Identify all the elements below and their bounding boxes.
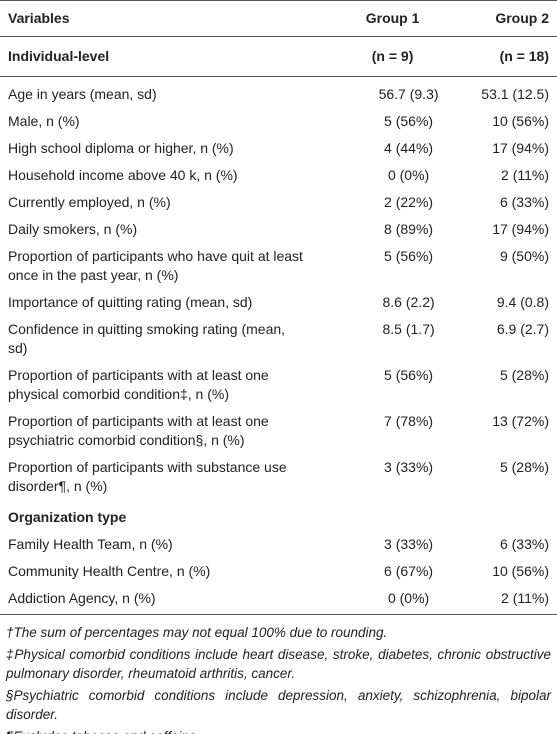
data-row: Daily smokers, n (%) 8 (89%) 17 (94%) <box>0 216 557 243</box>
cell-value: 2 (11%) <box>471 585 557 615</box>
row-label: Proportion of participants with at least… <box>8 367 269 402</box>
data-row: High school diploma or higher, n (%) 4 (4… <box>0 135 557 162</box>
cell-value: 6.9 (2.7) <box>496 321 549 337</box>
cell-value: 8.5 (1.7) <box>382 321 435 337</box>
section-row: Individual-level (n = 9) (n = 18) <box>0 36 557 77</box>
row-label: Proportion of participants who have quit… <box>8 248 303 283</box>
footnote: ‡Physical comorbid conditions include he… <box>6 647 551 681</box>
cell-value: 0 (0%) <box>313 585 472 615</box>
cell-value: 5 (56%) <box>384 248 434 264</box>
data-row: Importance of quitting rating (mean, sd)… <box>0 289 557 316</box>
cell-value: 3 (33%) <box>384 459 434 475</box>
data-row: Community Health Centre, n (%) 6 (67%) 10 … <box>0 558 557 585</box>
footnote: †The sum of percentages may not equal 10… <box>6 625 388 640</box>
cell-value: 8 (89%) <box>384 221 434 237</box>
row-label: Age in years (mean, sd) <box>8 86 157 102</box>
cell-value: 10 (56%) <box>492 563 549 579</box>
cell-value: 2 (11%) <box>501 167 549 183</box>
section-title: Individual-level <box>0 36 314 77</box>
data-row: Addiction Agency, n (%) 0 (0%) 2 (11%) <box>0 585 557 615</box>
row-label: Proportion of participants with at least… <box>8 413 269 448</box>
row-label: Daily smokers, n (%) <box>8 221 138 237</box>
group-count: (n = 18) <box>471 36 557 77</box>
row-label: Family Health Team, n (%) <box>8 536 173 552</box>
header-cell: Group 1 <box>313 0 472 37</box>
cell-value: 5 (28%) <box>499 367 549 383</box>
cell-value: 53.1 (12.5) <box>481 86 549 102</box>
data-row: Proportion of participants with at least… <box>0 408 557 454</box>
row-label: Addiction Agency, n (%) <box>0 585 314 615</box>
cell-value: 10 (56%) <box>492 113 549 129</box>
row-label: Male, n (%) <box>8 113 80 129</box>
group-count: (n = 9) <box>313 36 472 77</box>
data-row: Male, n (%) 5 (56%) 10 (56%) <box>0 108 557 135</box>
table-body: Variables Group 1 Group 2 Individual-level(… <box>0 0 557 615</box>
cell-value: 4 (44%) <box>384 140 434 156</box>
section-title: Organization type <box>8 509 127 525</box>
cell-value: 5 (56%) <box>384 113 434 129</box>
data-row: Household income above 40 k, n (%) 0 (0%)… <box>0 162 557 189</box>
data-row: Age in years (mean, sd) 56.7 (9.3) 53.1 (1… <box>0 77 557 109</box>
header-cell: Variables <box>0 0 314 37</box>
row-label: Importance of quitting rating (mean, sd) <box>8 294 253 310</box>
cell-value: 8.6 (2.2) <box>382 294 435 310</box>
cell-value: 17 (94%) <box>492 140 549 156</box>
cell-value: 9 (50%) <box>499 248 549 264</box>
row-label: Proportion of participants with substanc… <box>8 459 287 494</box>
header-cell: Group 2 <box>471 0 557 37</box>
footnote: ¶Excludes tobacco and caffeine. <box>6 727 551 734</box>
cell-value: 6 (33%) <box>499 194 549 210</box>
data-row: Family Health Team, n (%) 3 (33%) 6 (33%) <box>0 531 557 558</box>
data-row: Proportion of participants with substanc… <box>0 454 557 500</box>
cell-value: 9.4 (0.8) <box>496 294 549 310</box>
data-row: Confidence in quitting smoking rating (m… <box>0 316 557 362</box>
footnote: §Psychiatric comorbid conditions include… <box>6 688 551 722</box>
data-row: Proportion of participants who have quit… <box>0 243 557 289</box>
cell-value: 5 (28%) <box>499 459 549 475</box>
row-label: Household income above 40 k, n (%) <box>8 167 238 183</box>
header-row: Variables Group 1 Group 2 <box>0 0 557 37</box>
cell-value: 56.7 (9.3) <box>378 86 439 102</box>
section-row: Organization type <box>0 500 557 531</box>
cell-value: 7 (78%) <box>384 413 434 429</box>
row-label: Community Health Centre, n (%) <box>8 563 211 579</box>
row-label: High school diploma or higher, n (%) <box>8 140 234 156</box>
cell-value: 2 (22%) <box>384 194 434 210</box>
cell-value: 3 (33%) <box>384 536 434 552</box>
cell-value: 13 (72%) <box>492 413 549 429</box>
cell-value: 6 (33%) <box>499 536 549 552</box>
data-row: Currently employed, n (%) 2 (22%) 6 (33%) <box>0 189 557 216</box>
row-label: Currently employed, n (%) <box>8 194 171 210</box>
data-table: Variables Group 1 Group 2 Individual-level(… <box>0 0 557 615</box>
data-row: Proportion of participants with at least… <box>0 362 557 408</box>
cell-value: 6 (67%) <box>384 563 434 579</box>
cell-value: 17 (94%) <box>492 221 549 237</box>
cell-value: 0 (0%) <box>387 167 430 183</box>
cell-value: 5 (56%) <box>384 367 434 383</box>
row-label: Confidence in quitting smoking rating (m… <box>8 321 286 356</box>
footnotes: †The sum of percentages may not equal 10… <box>0 615 557 734</box>
